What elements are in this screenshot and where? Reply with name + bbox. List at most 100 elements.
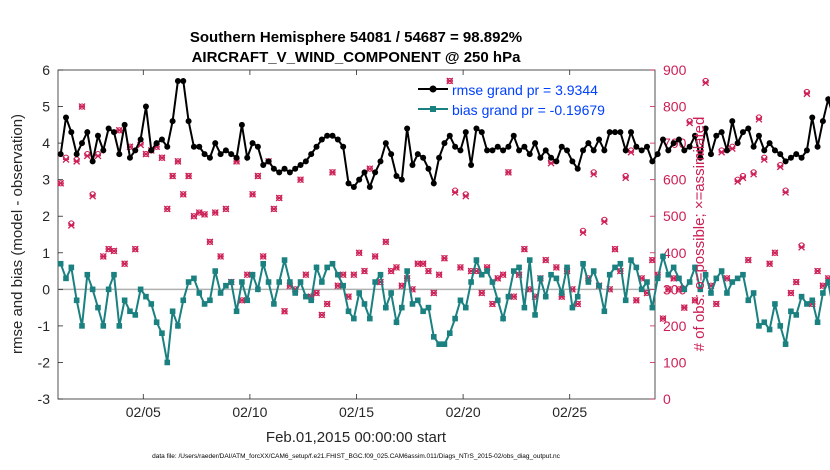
bias-point [329,260,336,267]
obs-assimilated-point [67,221,75,229]
chart-subtitle: AIRCRAFT_V_WIND_COMPONENT @ 250 hPa [192,49,522,66]
bias-point [191,275,197,282]
bias-point [265,279,272,285]
obs-assimilated-point [313,289,320,297]
obs-assimilated-point [691,296,699,304]
rmse-point [425,165,432,172]
bias-point [281,257,288,263]
rmse-point [228,151,235,158]
obs-assimilated-point [275,194,283,202]
rmse-point [468,162,475,169]
obs-assimilated-point [776,163,784,171]
bias-point [89,286,96,293]
rmse-point [244,154,251,161]
bias-point [377,271,384,278]
x-tick-label: 02/05 [126,404,161,420]
rmse-point [169,118,176,125]
rmse-point [596,136,603,143]
bias-point [537,275,544,282]
obs-assimilated-point [760,156,768,164]
obs-assimilated-point [792,278,800,286]
obs-assimilated-point [195,209,203,217]
obs-assimilated-point [579,229,587,237]
obs-assimilated-point [62,156,70,164]
bias-point [276,279,283,285]
rmse-point [414,151,421,158]
rmse-point [819,118,826,125]
obs-assimilated-point [350,271,358,279]
bias-point [159,330,165,336]
obs-assimilated-point [488,300,496,308]
bias-point [414,297,421,304]
bias-point [788,308,794,315]
rmse-point [718,129,725,136]
bias-point [548,271,554,278]
bias-point [729,279,736,285]
bias-point [681,286,688,293]
obs-assimilated-point [174,157,182,165]
bias-point [383,304,389,311]
obs-assimilated-point [750,170,758,178]
bias-point [505,293,512,300]
rmse-point [142,103,149,110]
obs-assimilated-point [440,254,448,262]
legend-rmse-marker [429,85,437,93]
y-right-tick-label: 900 [663,62,687,78]
bias-point [287,279,293,285]
rmse-point [500,147,507,154]
obs-assimilated-point [590,170,598,178]
bias-point [814,319,821,326]
bias-point [676,275,682,282]
rmse-point [329,132,336,139]
x-tick-label: 02/10 [232,404,267,420]
rmse-point [57,151,64,158]
rmse-point [606,129,613,136]
obs-assimilated-point [73,157,81,165]
obs-assimilated-point [259,252,267,260]
obs-assimilated-point [547,159,555,167]
bias-point [335,271,341,278]
bias-point [430,334,437,340]
y-right-tick-label: 400 [663,245,687,261]
rmse-point [393,173,400,180]
rmse-point [89,158,96,165]
bias-point [420,308,426,315]
rmse-point [372,169,379,176]
obs-assimilated-point [99,252,107,260]
bias-point [100,323,107,329]
y-left-tick-label: 2 [42,208,50,224]
rmse-point [659,136,666,143]
bias-point [340,282,346,289]
obs-assimilated-point [675,285,683,293]
bias-point [612,264,618,271]
rmse-point [137,136,144,143]
bias-point [185,279,192,285]
rmse-point [441,140,448,147]
obs-assimilated-point [520,245,528,253]
obs-assimilated-point [318,311,326,319]
obs-assimilated-point [648,256,656,264]
data-file-footnote: data file: /Users/raeder/DAI/ATM_forcXX/… [152,453,561,460]
y-left-tick-label: 4 [42,135,50,151]
rmse-point [452,143,459,150]
bias-point [260,260,267,267]
bias-point [68,264,75,271]
obs-assimilated-point [371,252,379,260]
bias-point [590,268,597,274]
y-right-tick-label: 600 [663,172,687,188]
rmse-point [707,151,714,158]
bias-point [105,286,112,293]
rmse-point [521,143,528,150]
bias-point [180,297,187,304]
rmse-point [105,125,112,132]
rmse-point [302,158,309,165]
rmse-point [153,140,160,147]
bias-point [580,260,586,267]
rmse-point [164,143,171,150]
y-right-tick-label: 800 [663,99,687,115]
bias-point [766,326,773,333]
rmse-point [814,143,821,150]
bias-point [79,323,85,329]
bias-point [569,304,576,311]
